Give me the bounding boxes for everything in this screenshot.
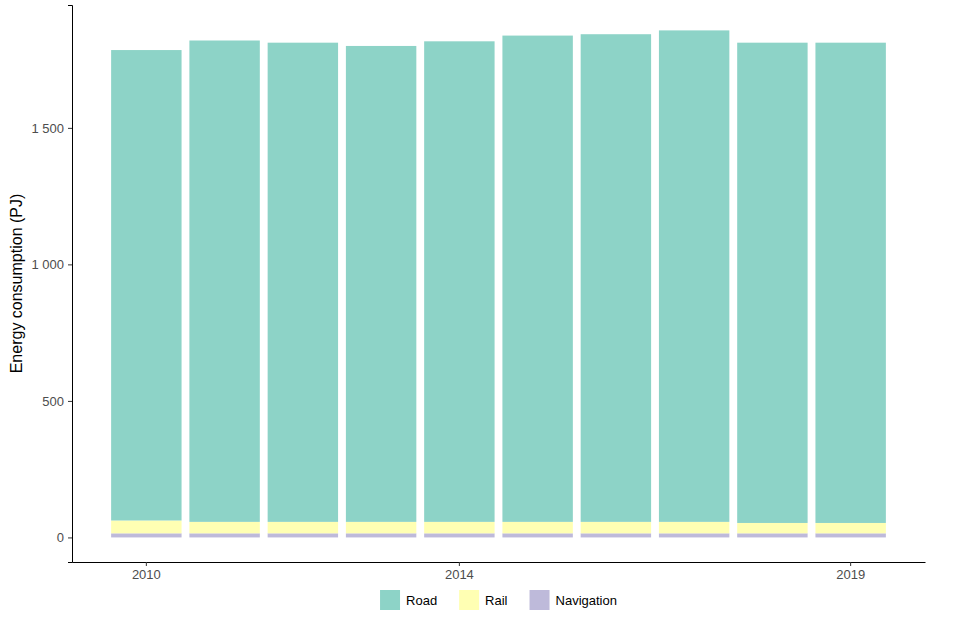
bar [581,533,651,537]
legend-key [380,590,400,610]
legend-label: Navigation [556,593,617,608]
y-tick: 1 500 [31,121,72,136]
bar [424,533,494,537]
y-tick-label: 1 500 [31,121,64,136]
x-tick-label: 2010 [132,567,161,582]
bar [268,43,338,522]
x-tick: 2010 [132,562,161,582]
chart: 0 500 1 000 1 500 2010 2014 2019 Energy consump… [0,0,962,630]
y-tick-mark [68,128,72,129]
bar [581,522,651,533]
bar [189,40,259,521]
bar [659,522,729,533]
y-tick-mark [68,264,72,265]
bar [737,523,807,533]
bar [815,523,885,533]
y-tick: 1 000 [31,257,72,272]
y-axis-title: Energy consumption (PJ) [8,194,25,374]
bar [815,533,885,537]
plot: 0 500 1 000 1 500 2010 2014 2019 [31,6,925,583]
x-tick: 2014 [445,562,474,582]
bar [189,533,259,537]
legend-item: Rail [459,590,508,610]
bar [424,41,494,522]
y-tick: 0 [57,530,72,545]
y-tick-mark [68,537,72,538]
legend-item: Navigation [530,590,617,610]
bar [346,46,416,522]
y-tick-mark [68,401,72,402]
bar [268,533,338,537]
y-tick-label: 500 [42,394,64,409]
y-axis-line [68,6,73,563]
bar [346,522,416,533]
bar [737,43,807,523]
bar [659,30,729,521]
bar [111,533,181,537]
series-0 [111,30,886,523]
x-axis-line [73,562,926,563]
bar [502,533,572,537]
bar [268,522,338,533]
x-tick-label: 2014 [445,567,474,582]
bar [502,522,572,533]
legend: Road Rail Navigation [380,590,617,610]
x-tick-label: 2019 [836,567,865,582]
bar [111,520,181,533]
legend-key [530,590,550,610]
x-tick-mark [459,562,460,566]
legend-key [459,590,479,610]
x-tick-mark [850,562,851,566]
bar [346,533,416,537]
bar [815,43,885,523]
bar [502,36,572,522]
legend-label: Road [406,593,437,608]
bar [737,533,807,537]
bars [111,30,886,537]
y-tick: 500 [42,394,72,409]
y-axis: 0 500 1 000 1 500 [31,6,72,563]
x-axis: 2010 2014 2019 [73,562,926,582]
x-tick-mark [146,562,147,566]
bar [111,50,181,520]
bar [189,522,259,533]
bar [424,522,494,533]
y-tick-label: 0 [57,530,64,545]
legend-item: Road [380,590,437,610]
y-tick-label: 1 000 [31,257,64,272]
bar [581,34,651,522]
x-tick: 2019 [836,562,865,582]
legend-label: Rail [485,593,508,608]
bar [659,533,729,537]
series-2 [111,533,886,537]
